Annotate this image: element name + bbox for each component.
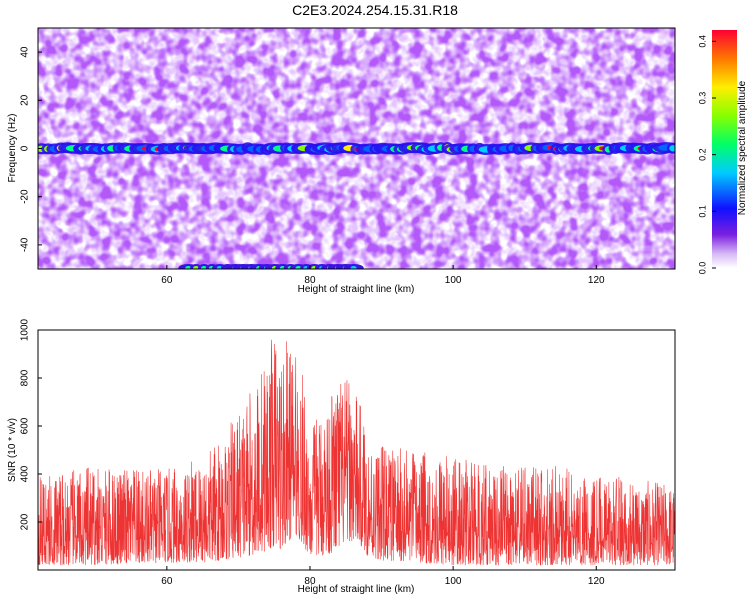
lower-band-core <box>185 266 192 269</box>
colorbar-tick-label: 0.0 <box>697 262 707 275</box>
lower-band-core <box>295 266 302 269</box>
y-tick-label: 400 <box>20 465 31 482</box>
snr-y-label: SNR (10 * v/v) <box>7 418 18 482</box>
lower-band-core <box>193 266 200 269</box>
x-tick-label: 100 <box>445 275 462 286</box>
spectrogram-x-label: Height of straight line (km) <box>298 284 415 295</box>
y-tick-label: 20 <box>20 94 31 106</box>
y-tick-label: 0 <box>20 145 31 151</box>
x-tick-label: 100 <box>445 576 462 587</box>
figure-title: C2E3.2024.254.15.31.R18 <box>292 2 458 18</box>
colorbar-tick-label: 0.4 <box>697 35 707 48</box>
snr-frame <box>37 329 676 571</box>
snr-series-line <box>38 339 675 566</box>
spectrogram-panel: 60 80 100 120 40 20 0 -20 -40 Height of straight… <box>7 27 748 295</box>
y-tick-label: 800 <box>20 369 31 386</box>
y-tick-label: -40 <box>20 237 31 252</box>
x-tick-label: 60 <box>161 275 173 286</box>
lower-band-core <box>201 266 208 269</box>
snr-x-label: Height of straight line (km) <box>298 584 415 595</box>
x-tick-label: 120 <box>588 576 605 587</box>
y-tick-label: 200 <box>20 513 31 530</box>
colorbar-tick-label: 0.3 <box>697 92 707 105</box>
y-tick-label: 40 <box>20 46 31 58</box>
y-tick-label: 1000 <box>20 318 31 341</box>
y-tick-label: -20 <box>20 189 31 204</box>
x-tick-label: 80 <box>304 275 316 286</box>
x-tick-label: 80 <box>304 576 316 587</box>
colorbar <box>712 30 737 268</box>
x-tick-label: 120 <box>588 275 605 286</box>
lower-band-core <box>350 266 357 269</box>
x-tick-label: 60 <box>161 576 173 587</box>
band-core <box>669 145 675 152</box>
y-tick-label: 600 <box>20 417 31 434</box>
colorbar-tick-label: 0.1 <box>697 205 707 218</box>
spectrogram-y-label: Frequency (Hz) <box>7 114 18 183</box>
colorbar-label: Normalized spectral amplitude <box>737 80 748 215</box>
colorbar-tick-label: 0.2 <box>697 148 707 161</box>
